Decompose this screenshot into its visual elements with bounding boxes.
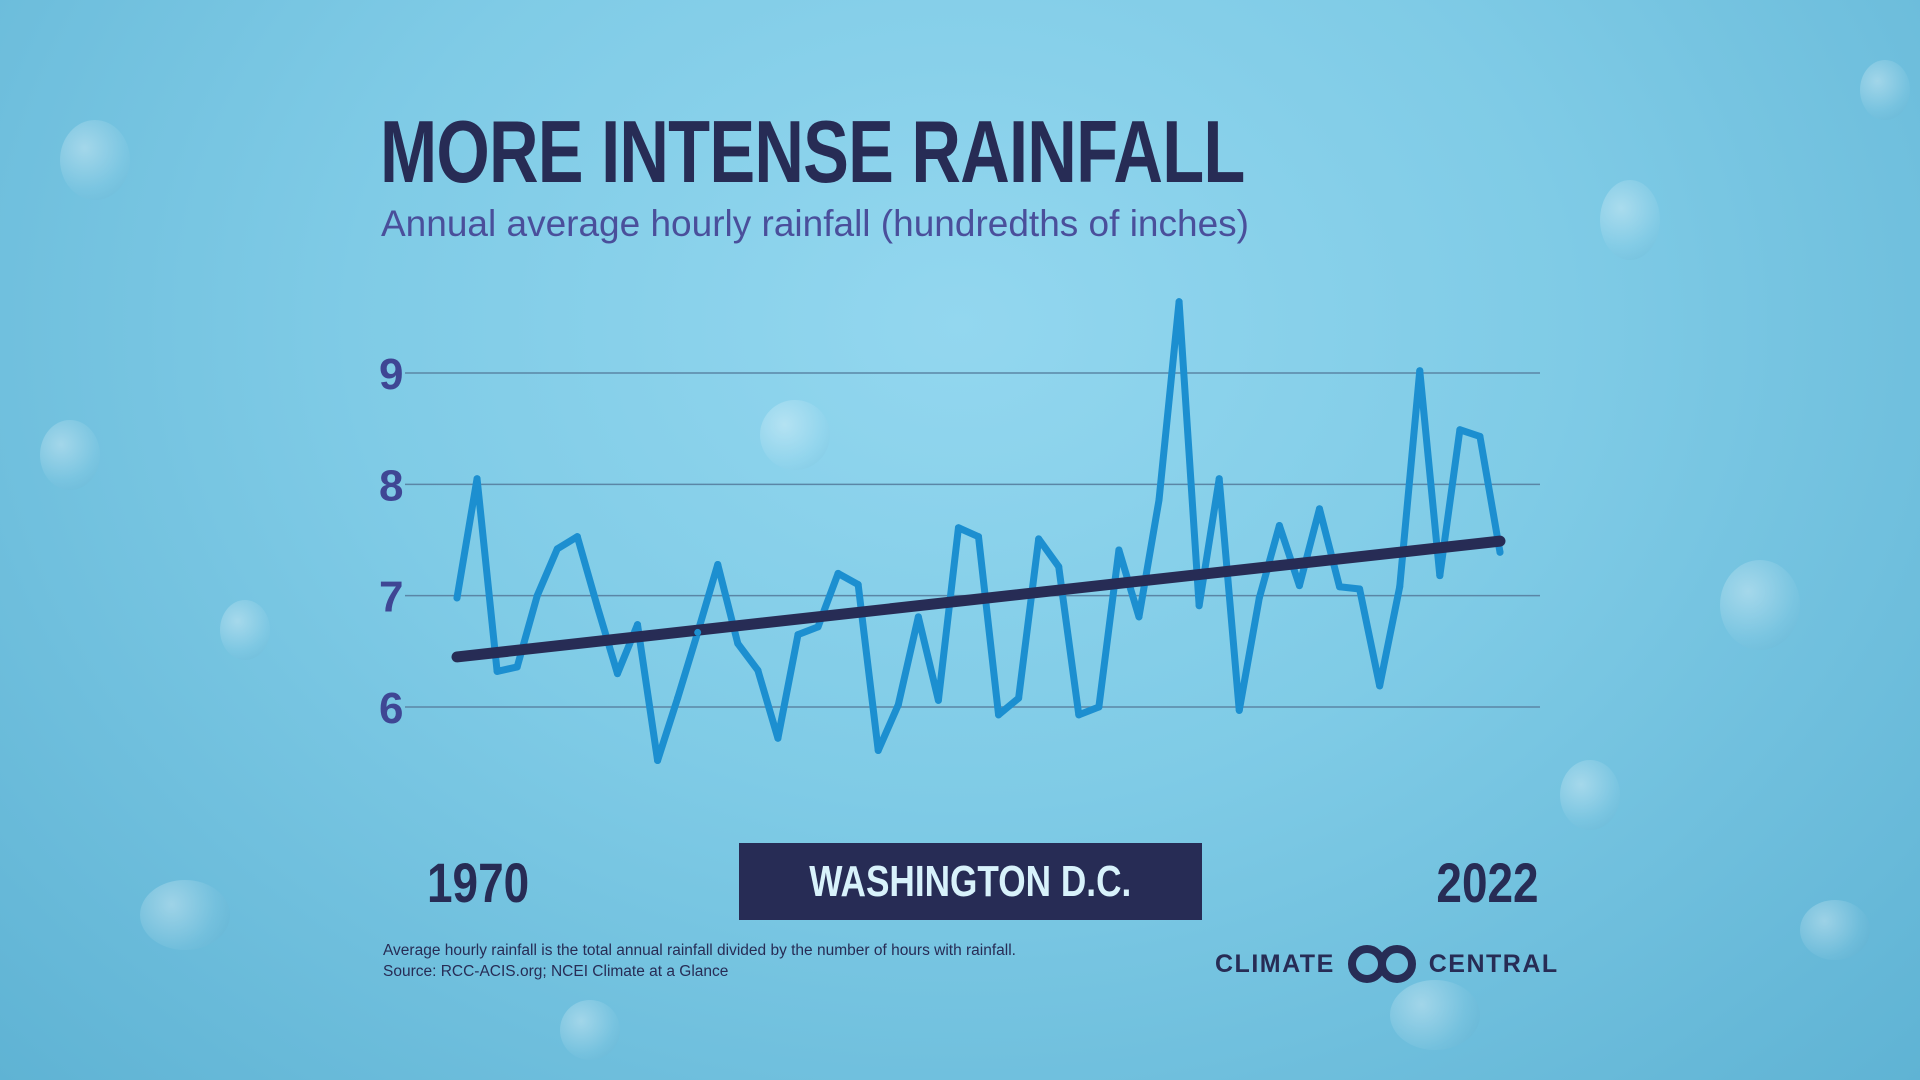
climate-central-logo: CLIMATE CENTRAL	[1215, 944, 1559, 984]
trend-line	[451, 535, 1506, 663]
data-point-1983	[714, 561, 722, 568]
data-points	[453, 298, 1504, 764]
data-point-1988	[814, 623, 822, 631]
footnote: Average hourly rainfall is the total ann…	[383, 940, 1016, 982]
data-point-2016	[1376, 682, 1384, 690]
data-point-2008	[1215, 475, 1223, 483]
y-tick-label: 9	[379, 350, 403, 399]
data-point-1987	[794, 631, 802, 639]
data-point-1996	[975, 533, 982, 541]
x-axis-end-label: 2022	[1436, 851, 1539, 914]
data-point-2021	[1476, 432, 1484, 440]
data-point-1998	[1015, 694, 1023, 702]
y-tick-label: 7	[379, 573, 403, 622]
y-tick-labels: 6 7 8 9	[379, 350, 403, 733]
data-point-2018	[1416, 367, 1424, 375]
x-axis-start-label: 1970	[427, 851, 530, 914]
data-point-2005	[1155, 496, 1163, 504]
chart-subtitle: Annual average hourly rainfall (hundredt…	[381, 203, 1249, 244]
data-point-1977	[593, 603, 601, 611]
data-point-1990	[854, 581, 862, 589]
data-point-2015	[1356, 585, 1364, 593]
data-point-1979	[634, 621, 642, 629]
data-point-2011	[1275, 522, 1283, 530]
data-point-2007	[1195, 602, 1203, 610]
data-point-2022	[1496, 548, 1504, 556]
data-point-1992	[894, 701, 902, 709]
data-point-1999	[1035, 535, 1043, 543]
data-point-1974	[533, 592, 541, 600]
data-point-1995	[954, 524, 962, 532]
data-point-1978	[613, 670, 621, 678]
data-point-1991	[874, 746, 882, 754]
interlocking-rings-icon	[1347, 945, 1416, 983]
data-point-1976	[573, 533, 581, 541]
location-label: WASHINGTON D.C.	[809, 856, 1132, 906]
y-tick-label: 8	[379, 461, 403, 510]
y-tick-label: 6	[379, 684, 403, 733]
data-point-2017	[1396, 583, 1404, 591]
data-point-1989	[834, 569, 842, 577]
data-point-2004	[1135, 613, 1143, 621]
data-point-1993	[914, 613, 922, 621]
rainfall-series-line	[453, 298, 1504, 764]
data-point-2019	[1436, 572, 1444, 580]
footnote-definition: Average hourly rainfall is the total ann…	[383, 942, 1016, 959]
data-point-1982	[694, 628, 702, 636]
chart-title: MORE INTENSE RAINFALL	[380, 102, 1245, 201]
data-point-1985	[754, 666, 762, 674]
data-point-1986	[774, 734, 782, 742]
data-point-2010	[1255, 594, 1263, 602]
data-point-1994	[934, 696, 942, 704]
data-point-1997	[995, 711, 1003, 719]
data-point-2006	[1175, 298, 1183, 306]
data-point-1981	[674, 694, 682, 702]
logo-word-right: CENTRAL	[1428, 949, 1559, 978]
data-point-1973	[513, 663, 521, 671]
data-point-2002	[1095, 703, 1103, 711]
logo-word-left: CLIMATE	[1215, 949, 1335, 978]
data-point-1980	[654, 757, 662, 764]
data-point-2001	[1075, 711, 1083, 719]
data-point-2020	[1456, 426, 1464, 434]
footnote-source: Source: RCC-ACIS.org; NCEI Climate at a …	[383, 963, 729, 980]
data-point-1984	[734, 640, 742, 648]
data-point-2009	[1235, 706, 1243, 714]
location-banner: WASHINGTON D.C.	[739, 843, 1202, 920]
data-point-2000	[1055, 563, 1063, 571]
data-point-1975	[553, 545, 561, 553]
data-point-2014	[1336, 583, 1344, 591]
data-point-1971	[473, 475, 481, 483]
data-point-2013	[1315, 505, 1323, 513]
data-point-2012	[1295, 582, 1303, 590]
data-point-2003	[1115, 546, 1123, 554]
data-point-1972	[493, 667, 501, 675]
data-point-1970	[453, 594, 461, 602]
